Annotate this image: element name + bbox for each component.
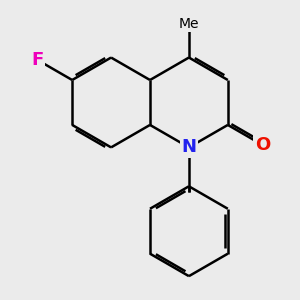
- Text: N: N: [182, 138, 196, 156]
- Text: Me: Me: [179, 17, 199, 31]
- Text: O: O: [255, 136, 271, 154]
- Text: F: F: [31, 51, 43, 69]
